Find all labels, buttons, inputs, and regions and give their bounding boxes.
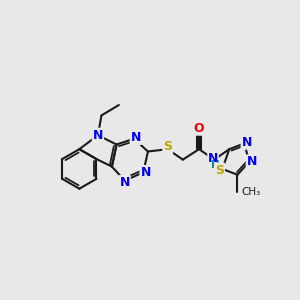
Text: N: N	[93, 129, 103, 142]
Text: CH₃: CH₃	[241, 187, 260, 197]
Text: N: N	[247, 155, 257, 169]
Text: O: O	[194, 122, 204, 135]
Text: N: N	[208, 152, 218, 165]
Text: N: N	[140, 166, 151, 179]
Text: H: H	[212, 160, 220, 170]
Text: N: N	[131, 131, 141, 144]
Text: N: N	[119, 176, 130, 189]
Text: N: N	[242, 136, 252, 149]
Text: S: S	[163, 140, 172, 153]
Text: S: S	[215, 164, 224, 177]
